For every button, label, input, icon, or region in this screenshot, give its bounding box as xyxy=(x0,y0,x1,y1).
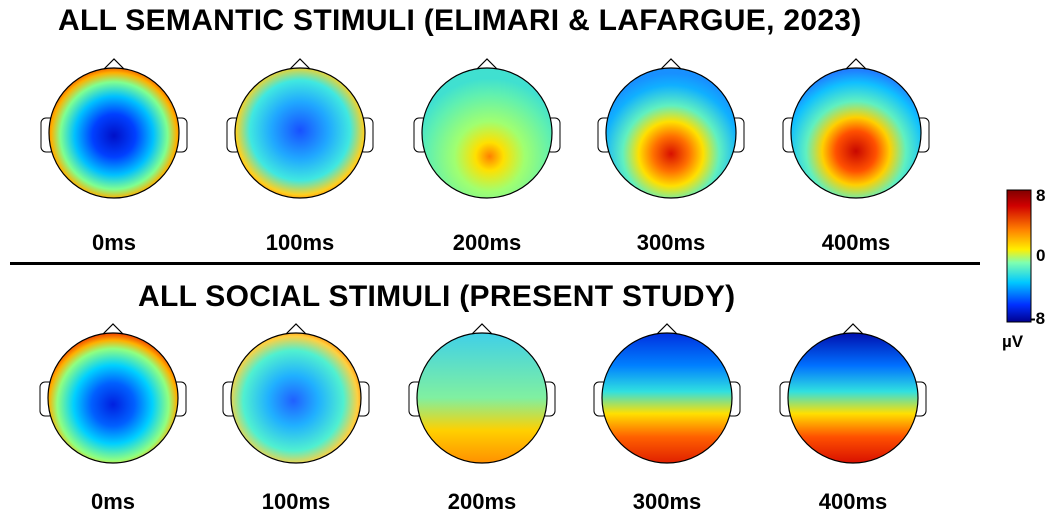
time-label-row1-100ms: 100ms xyxy=(266,230,335,255)
row-divider xyxy=(10,262,980,265)
topomap-row1-200ms xyxy=(413,58,561,199)
colorbar-mid-label: 0 xyxy=(1036,246,1046,265)
nose-marker xyxy=(842,323,864,335)
scalp-map xyxy=(416,332,548,464)
row1-title: ALL SEMANTIC STIMULI (ELIMARI & LAFARGUE… xyxy=(58,4,862,37)
nose-marker xyxy=(285,323,307,335)
time-label-row1-400ms: 400ms xyxy=(822,230,891,255)
time-label-row1-0ms: 0ms xyxy=(92,230,136,255)
scalp-map xyxy=(230,332,362,464)
scalp-map xyxy=(605,67,737,199)
scalp-map xyxy=(421,67,553,199)
scalp-map xyxy=(790,67,922,199)
nose-marker xyxy=(660,58,682,70)
topomap-row2-300ms xyxy=(593,323,741,464)
topomap-row2-0ms xyxy=(39,323,187,464)
time-label-row2-300ms: 300ms xyxy=(633,489,702,514)
time-label-row2-0ms: 0ms xyxy=(91,489,135,514)
scalp-map xyxy=(787,332,919,464)
topomap-row2-400ms xyxy=(779,323,927,464)
time-label-row2-400ms: 400ms xyxy=(819,489,888,514)
colorbar-min-label: -8 xyxy=(1030,309,1046,328)
colorbar xyxy=(1006,189,1032,323)
topomap-row1-100ms xyxy=(226,58,374,199)
colorbar-max-label: 8 xyxy=(1036,186,1046,205)
nose-marker xyxy=(476,58,498,70)
nose-marker xyxy=(103,58,125,70)
topomap-row2-100ms xyxy=(222,323,370,464)
topomap-row1-0ms xyxy=(40,58,188,199)
nose-marker xyxy=(289,58,311,70)
topomap-row1-400ms xyxy=(782,58,930,199)
row2-title: ALL SOCIAL STIMULI (PRESENT STUDY) xyxy=(138,280,736,313)
scalp-map xyxy=(48,67,180,199)
scalp-map xyxy=(47,332,179,464)
nose-marker xyxy=(471,323,493,335)
topomap-row2-200ms xyxy=(408,323,556,464)
time-label-row2-200ms: 200ms xyxy=(448,489,517,514)
nose-marker xyxy=(102,323,124,335)
time-label-row1-200ms: 200ms xyxy=(453,230,522,255)
time-label-row2-100ms: 100ms xyxy=(262,489,331,514)
nose-marker xyxy=(656,323,678,335)
scalp-map xyxy=(601,332,733,464)
colorbar-unit-label: µV xyxy=(1002,332,1024,351)
topomap-row1-300ms xyxy=(597,58,745,199)
nose-marker xyxy=(845,58,867,70)
scalp-map xyxy=(234,67,366,199)
time-label-row1-300ms: 300ms xyxy=(637,230,706,255)
